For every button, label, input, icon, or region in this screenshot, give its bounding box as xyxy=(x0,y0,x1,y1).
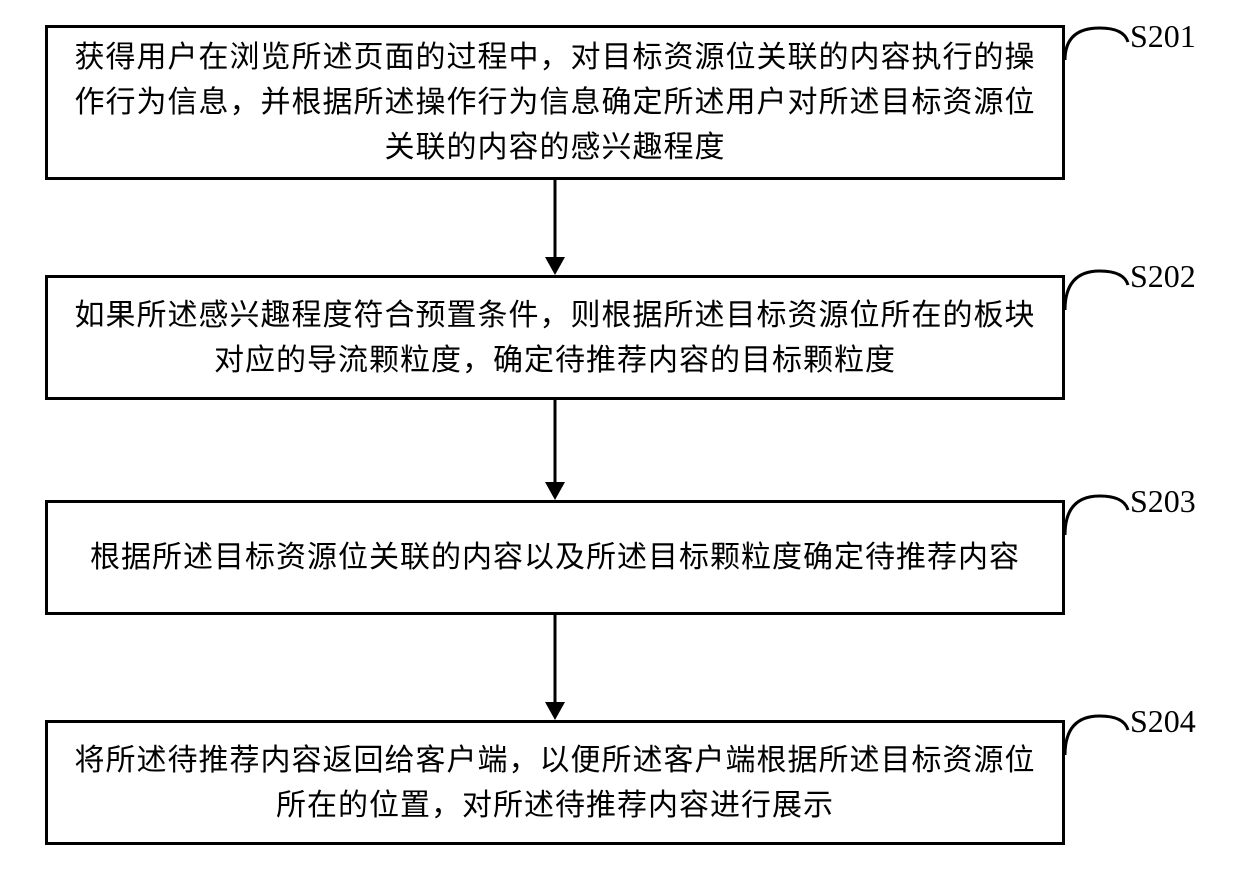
label-connector-s204 xyxy=(1060,688,1133,765)
flow-arrow-1 xyxy=(535,180,575,277)
label-connector-s202 xyxy=(1060,243,1133,320)
flow-step-label-s201: S201 xyxy=(1130,18,1196,55)
flow-step-text: 如果所述感兴趣程度符合预置条件，则根据所述目标资源位所在的板块对应的导流颗粒度，… xyxy=(68,293,1042,383)
flow-step-s204: 将所述待推荐内容返回给客户端，以便所述客户端根据所述目标资源位所在的位置，对所述… xyxy=(45,720,1065,845)
flowchart-canvas: 获得用户在浏览所述页面的过程中，对目标资源位关联的内容执行的操作行为信息，并根据… xyxy=(0,0,1239,889)
flow-arrow-2 xyxy=(535,400,575,502)
flow-step-s203: 根据所述目标资源位关联的内容以及所述目标颗粒度确定待推荐内容 xyxy=(45,500,1065,615)
flow-step-label-s204: S204 xyxy=(1130,703,1196,740)
flow-step-s202: 如果所述感兴趣程度符合预置条件，则根据所述目标资源位所在的板块对应的导流颗粒度，… xyxy=(45,275,1065,400)
flow-step-text: 根据所述目标资源位关联的内容以及所述目标颗粒度确定待推荐内容 xyxy=(90,535,1020,580)
flow-step-label-s203: S203 xyxy=(1130,483,1196,520)
label-connector-s201 xyxy=(1060,0,1133,70)
label-connector-s203 xyxy=(1060,468,1133,545)
flow-step-label-s202: S202 xyxy=(1130,258,1196,295)
flow-step-text: 获得用户在浏览所述页面的过程中，对目标资源位关联的内容执行的操作行为信息，并根据… xyxy=(68,35,1042,170)
flow-step-text: 将所述待推荐内容返回给客户端，以便所述客户端根据所述目标资源位所在的位置，对所述… xyxy=(68,738,1042,828)
flow-arrow-3 xyxy=(535,615,575,722)
flow-step-s201: 获得用户在浏览所述页面的过程中，对目标资源位关联的内容执行的操作行为信息，并根据… xyxy=(45,25,1065,180)
